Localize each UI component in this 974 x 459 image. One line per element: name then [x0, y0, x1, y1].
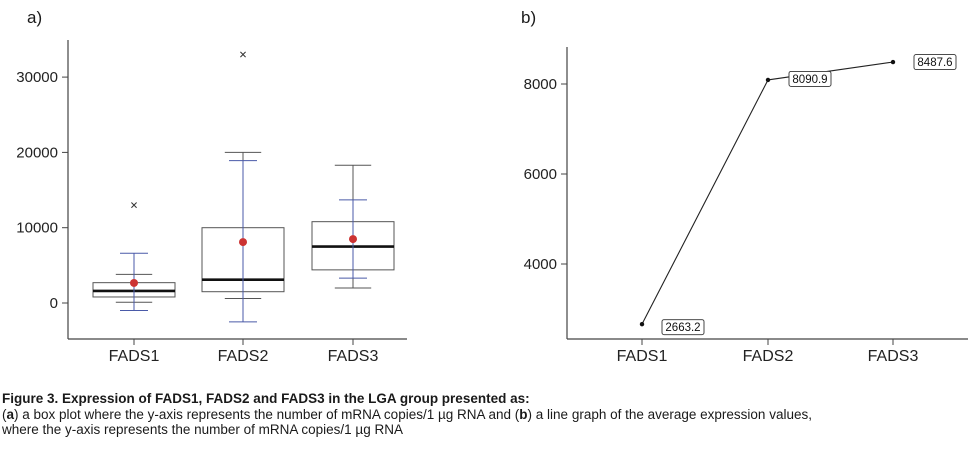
data-label: 8487.6 [917, 57, 952, 69]
caption-text-2: ) a box plot where the y-axis represents… [14, 406, 520, 422]
caption-line-1: (a) a box plot where the y-axis represen… [2, 407, 974, 423]
caption-text-1: ( [2, 406, 7, 422]
caption-bold-b: b [519, 406, 528, 422]
data-label: 2663.2 [665, 322, 700, 334]
series-line [641, 61, 894, 325]
panel-b-label: b) [521, 8, 537, 27]
caption-line-2: where the y-axis represents the number o… [2, 422, 403, 437]
outlier-marker [240, 51, 246, 58]
y-tick-label-a: 20000 [16, 144, 58, 161]
caption-text-3: ) a line graph of the average expression… [527, 406, 812, 422]
y-tick-label-a: 0 [50, 295, 58, 312]
mean-point [239, 238, 247, 247]
data-point [765, 77, 771, 83]
line-chart-panel: 4000 6000 8000 FADS1 FADS2 FADS3 2663.2 8090.9 8… [524, 47, 968, 365]
figure-chart: 0 10000 20000 30000 FADS1 FADS2 FADS3 4000 6000… [16, 40, 968, 365]
figure-caption: Figure 3. Expression of FADS1, FADS2 and… [2, 391, 974, 438]
data-label-box [913, 54, 957, 71]
box-plot-panel: 0 10000 20000 30000 FADS1 FADS2 FADS3 [16, 40, 407, 365]
x-tick-label-b: FADS3 [868, 348, 919, 365]
data-point [890, 59, 896, 65]
y-tick-label-b: 8000 [524, 76, 557, 93]
x-tick-label-b: FADS1 [617, 348, 668, 365]
x-tick-label-a: FADS2 [218, 348, 269, 365]
data-point [639, 321, 645, 327]
outlier-marker [131, 202, 137, 209]
data-label: 8090.9 [792, 74, 827, 86]
panel-a-label: a) [27, 8, 43, 27]
caption-bold-a: a [6, 406, 15, 422]
y-tick-label-b: 4000 [524, 256, 557, 273]
x-tick-label-b: FADS2 [743, 348, 794, 365]
data-label-box [661, 319, 705, 336]
mean-point [349, 235, 357, 244]
data-label-box [788, 70, 832, 87]
y-tick-label-b: 6000 [524, 166, 557, 183]
y-tick-label-a: 10000 [16, 220, 58, 237]
x-tick-label-a: FADS1 [109, 348, 160, 365]
caption-title: Figure 3. Expression of FADS1, FADS2 and… [2, 391, 530, 406]
x-tick-label-a: FADS3 [328, 348, 379, 365]
y-tick-label-a: 30000 [16, 69, 58, 86]
mean-point [130, 278, 138, 287]
